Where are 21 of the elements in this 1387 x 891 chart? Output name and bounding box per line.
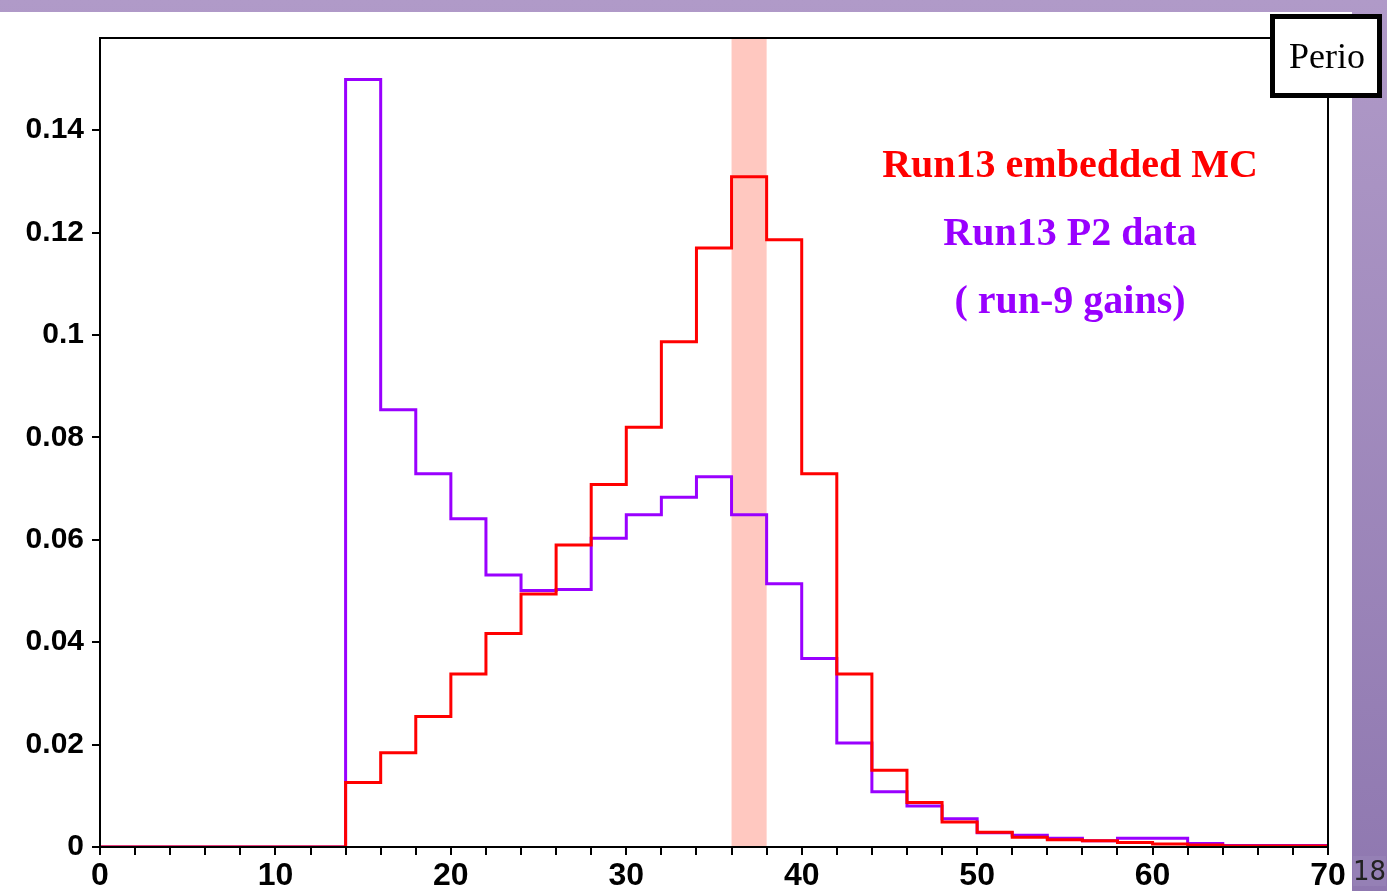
x-tick-label: 40 — [783, 856, 820, 891]
y-tick-label: 0.14 — [25, 111, 85, 145]
x-tick-label: 60 — [1134, 856, 1171, 891]
y-tick-label: 0.02 — [25, 725, 84, 759]
text: 18 — [1353, 856, 1387, 886]
x-tick-label: 0 — [91, 856, 109, 891]
x-tick-label: 20 — [433, 856, 469, 891]
y-tick-label: 0.1 — [42, 316, 84, 350]
x-tick-label: 30 — [608, 856, 645, 891]
y-tick-label: 0.06 — [25, 521, 84, 555]
x-tick-label: 10 — [257, 856, 294, 891]
y-tick-label: 0 — [67, 828, 84, 862]
annotation: ( run-9 gains) — [954, 277, 1186, 323]
text: Run13 embedded MC — [882, 141, 1258, 187]
text: Run13 P2 data — [943, 209, 1197, 255]
y-tick-label: 0.04 — [25, 623, 85, 657]
y-tick-label: 0.08 — [25, 418, 84, 452]
y-tick-label: 0.12 — [25, 213, 84, 247]
annotation: Perio — [1270, 14, 1382, 98]
x-tick-label: 50 — [959, 856, 995, 891]
x-tick-label: 70 — [1310, 856, 1346, 891]
